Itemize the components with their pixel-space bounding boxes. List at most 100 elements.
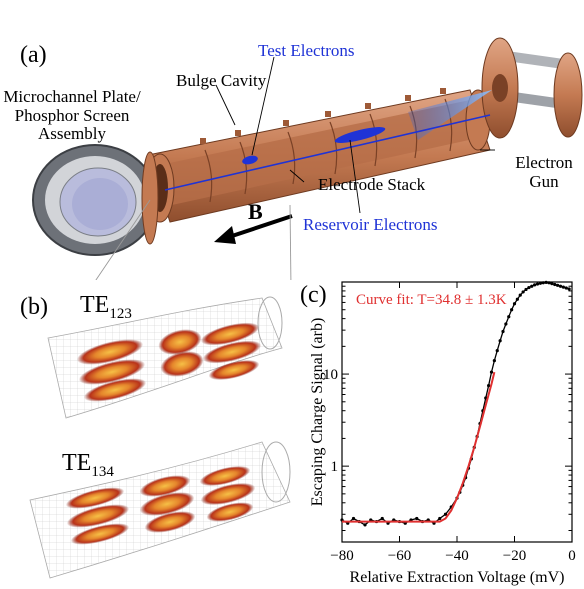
fit-curve: [342, 371, 496, 523]
mode-1-cavity: [47, 296, 283, 419]
data-point: [556, 283, 560, 287]
data-point: [392, 518, 396, 522]
data-point: [363, 523, 367, 527]
data-point: [426, 518, 430, 522]
data-point: [512, 302, 517, 306]
x-axis-label: Relative Extraction Voltage (mV): [350, 569, 565, 586]
fit-annotation: Curve fit: T=34.8 ± 1.3K: [356, 292, 507, 308]
data-point: [541, 281, 545, 285]
mode-2-cavity: [29, 441, 291, 579]
data-point: [527, 285, 531, 290]
panel-b-label: (b): [20, 294, 48, 320]
electron-gun-label-line1: Electron: [515, 153, 573, 172]
data-point: [533, 283, 537, 287]
data-point: [567, 287, 571, 291]
data-point: [340, 518, 344, 522]
mode-1-prefix: TE: [80, 292, 110, 318]
data-point: [492, 359, 496, 363]
data-point: [438, 516, 442, 521]
test-electrons-label: Test Electrons: [258, 41, 355, 60]
data-point: [530, 284, 534, 288]
x-tick-label-1: −60: [388, 548, 411, 564]
x-tick-label-0: −80: [330, 548, 353, 564]
data-point: [484, 396, 488, 400]
data-point: [432, 521, 436, 525]
data-point: [487, 383, 491, 388]
data-point: [464, 476, 468, 480]
data-point: [553, 282, 557, 287]
data-point: [351, 516, 356, 521]
data-point: [403, 521, 407, 525]
data-point: [443, 512, 448, 516]
data-point: [518, 293, 522, 297]
mode-1-field: [76, 322, 262, 402]
x-tick-label-3: −20: [503, 548, 526, 564]
b-field-label: B: [248, 199, 263, 224]
x-tick-label-4: 0: [568, 548, 576, 564]
mode-2-prefix: TE: [62, 450, 92, 476]
data-point: [478, 421, 482, 426]
data-point: [544, 280, 548, 285]
mcp-assembly: [32, 144, 159, 256]
mode-2-label: TE134: [62, 450, 114, 480]
data-point: [524, 287, 528, 292]
apparatus-illustration: [32, 37, 583, 280]
electron-beam: [408, 90, 492, 140]
data-point: [515, 297, 519, 301]
mcp-label-line1: Microchannel Plate/: [3, 87, 141, 106]
data-point: [507, 315, 511, 319]
y-tick-label-1: 10: [323, 367, 338, 383]
data-point: [409, 518, 413, 522]
panel-c-label: (c): [300, 282, 327, 308]
x-tick-label-2: −40: [445, 548, 468, 564]
test-electron-cloud: [242, 155, 258, 165]
mcp-label: Microchannel Plate/ Phosphor Screen Asse…: [2, 87, 142, 144]
data-point: [449, 505, 453, 509]
data-point: [461, 483, 465, 487]
data-point: [374, 519, 379, 524]
data-point: [369, 518, 373, 522]
mcp-label-line3: Assembly: [38, 124, 106, 144]
data-point: [558, 284, 563, 288]
data-point: [498, 339, 502, 343]
y-tick-label-0: 1: [331, 459, 339, 475]
data-series-line: [341, 281, 570, 526]
data-point: [501, 329, 505, 334]
data-point: [420, 519, 425, 524]
data-point: [550, 282, 554, 286]
data-point: [415, 516, 419, 521]
mode-1-label: TE123: [80, 292, 132, 322]
mcp-label-line2: Phosphor Screen: [14, 105, 130, 125]
mode-1-index: 123: [109, 305, 132, 322]
plot-frame: [341, 281, 573, 543]
data-point: [472, 445, 476, 449]
data-point: [538, 281, 542, 285]
data-point: [535, 282, 540, 286]
electron-gun-label: Electron Gun: [512, 153, 576, 191]
electron-gun: [481, 37, 583, 139]
mode-renderings: [29, 296, 291, 579]
data-point: [380, 516, 384, 521]
data-point: [561, 285, 565, 289]
electrode-stack-label: Electrode Stack: [318, 175, 426, 194]
reservoir-electrons-label: Reservoir Electrons: [303, 215, 438, 234]
mode-2-index: 134: [91, 463, 114, 480]
y-axis-label: Escaping Charge Signal (arb): [309, 318, 326, 507]
reservoir-electron-cloud: [334, 127, 386, 143]
data-point: [469, 457, 473, 461]
electron-gun-label-line2: Gun: [529, 171, 559, 191]
data-point: [455, 496, 459, 500]
data-point: [458, 490, 462, 494]
data-point: [475, 434, 479, 439]
data-point: [357, 519, 361, 524]
data-point: [495, 348, 499, 353]
electron-axis-line: [164, 114, 491, 191]
data-point: [547, 281, 551, 285]
data-point: [510, 308, 514, 312]
data-point: [397, 519, 402, 524]
b-field-arrow: [214, 214, 293, 244]
bulge-cavity-label: Bulge Cavity: [176, 71, 267, 90]
data-point: [346, 521, 350, 525]
data-point: [481, 409, 485, 413]
